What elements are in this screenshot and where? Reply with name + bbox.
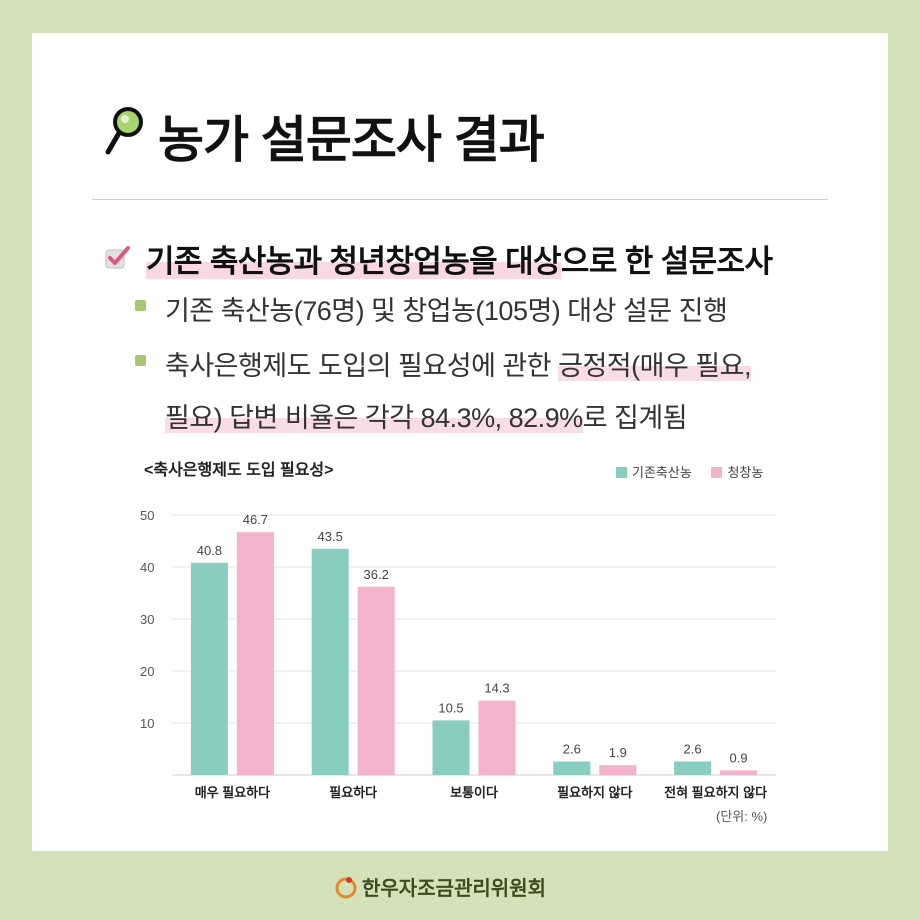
data-label: 1.9 [609, 745, 627, 760]
footer-org-name: 한우자조금관리위원회 [362, 878, 546, 900]
legend-swatch-1 [616, 467, 627, 478]
data-label: 43.5 [318, 529, 343, 544]
x-tick-label: 매우 필요하다 [195, 785, 270, 800]
bullet-dot [135, 300, 146, 311]
bullet-text-2: 축사은행제도 도입의 필요성에 관한 긍정적(매우 필요, [165, 344, 751, 383]
bar-1 [190, 562, 228, 775]
data-label: 14.3 [484, 681, 509, 696]
y-tick-label: 30 [140, 612, 154, 627]
footer: 한우자조금관리위원회 [334, 872, 546, 901]
divider [92, 199, 828, 200]
data-label: 36.2 [364, 567, 389, 582]
bar-1 [432, 720, 470, 775]
chart-title: <축사은행제도 도입 필요성> [144, 462, 334, 479]
data-label: 10.5 [438, 700, 463, 715]
org-logo-icon [335, 877, 357, 899]
bar-1 [553, 761, 591, 775]
bullet-1-text: 기존 축산농(76명) 및 창업농(105명) 대상 설문 진행 [165, 296, 728, 326]
y-tick-label: 20 [140, 664, 154, 679]
bullet-2-highlight: 긍정적(매우 필요, [558, 351, 751, 381]
x-tick-label: 필요하다 [329, 785, 377, 800]
legend-item-2: 청창농 [711, 465, 763, 480]
bullet-3-text: 로 집계됨 [582, 403, 688, 433]
legend-label-2: 청창농 [727, 465, 764, 480]
data-label: 2.6 [684, 741, 702, 756]
y-tick-label: 10 [140, 716, 154, 731]
bar-1 [311, 548, 349, 775]
y-tick-label: 50 [140, 508, 154, 523]
bullet-text-1: 기존 축산농(76명) 및 창업농(105명) 대상 설문 진행 [165, 289, 728, 328]
bar-2 [236, 532, 274, 775]
x-tick-label: 보통이다 [450, 785, 498, 800]
bullet-text-3: 필요) 답변 비율은 각각 84.3%, 82.9%로 집계됨 [165, 396, 688, 435]
legend-item-1: 기존축산농 [616, 465, 692, 480]
headline-highlight: 기존 축산농과 청년창업농을 대상 [146, 244, 562, 279]
headline: 기존 축산농과 청년창업농을 대상으로 한 설문조사 [146, 236, 773, 281]
data-label: 46.7 [243, 512, 268, 527]
bar-2 [720, 770, 758, 775]
bar-2 [599, 765, 637, 775]
magnifier-icon [105, 107, 143, 155]
bar-2 [357, 586, 395, 775]
y-tick-label: 40 [140, 560, 154, 575]
data-label: 40.8 [197, 543, 222, 558]
bullet-3-highlight: 필요) 답변 비율은 각각 84.3%, 82.9% [165, 403, 583, 433]
unit-note: (단위: %) [716, 809, 768, 824]
x-tick-label: 필요하지 않다 [557, 785, 632, 800]
data-label: 0.9 [730, 750, 748, 765]
checkbox-icon [105, 246, 130, 269]
chart-legend: 기존축산농 청창농 [616, 462, 779, 481]
page-title: 농가 설문조사 결과 [158, 112, 545, 168]
bar-2 [478, 700, 516, 775]
legend-swatch-2 [711, 467, 723, 478]
legend-label-1: 기존축산농 [632, 465, 692, 480]
x-tick-label: 전혀 필요하지 않다 [664, 785, 767, 800]
bullet-2-text: 축사은행제도 도입의 필요성에 관한 [165, 351, 559, 381]
headline-rest: 으로 한 설문조사 [560, 244, 773, 279]
content-card [32, 33, 888, 851]
data-label: 2.6 [563, 741, 581, 756]
bar-1 [674, 761, 712, 775]
bullet-dot [135, 355, 146, 366]
